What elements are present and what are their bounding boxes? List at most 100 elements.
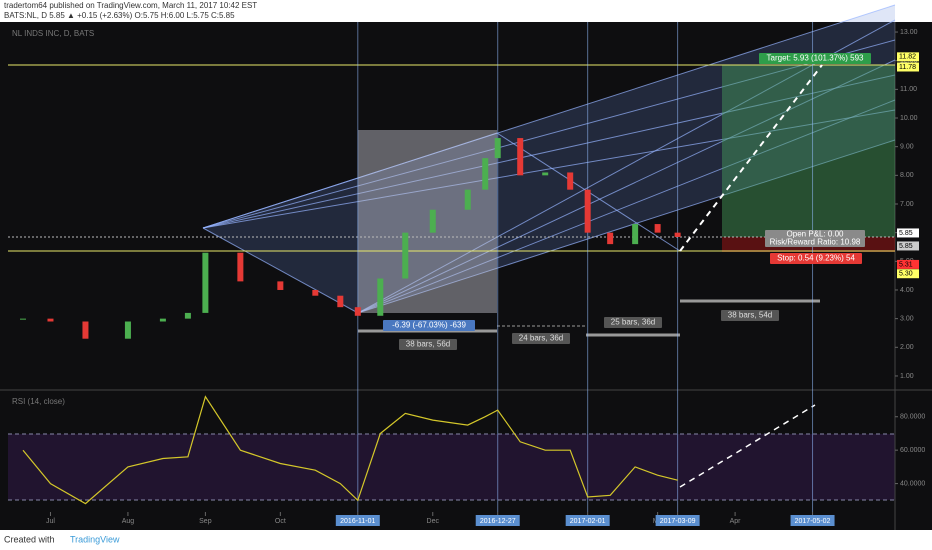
x-tick-label: Dec xyxy=(427,518,440,525)
y-tick-label: 7.00 xyxy=(900,201,914,208)
candle xyxy=(82,321,89,339)
x-tick-label: Apr xyxy=(730,518,742,525)
footer-created: Created with xyxy=(4,534,55,544)
price-label: 11.82 xyxy=(899,54,916,61)
chart-bg xyxy=(0,22,932,530)
y-tick-label: 10.00 xyxy=(900,115,918,122)
annotation: 38 bars, 54d xyxy=(728,311,772,320)
x-tick-highlight xyxy=(655,515,700,526)
footer-brand[interactable]: TradingView xyxy=(70,534,120,544)
candle xyxy=(402,232,409,279)
price-label: 5.85 xyxy=(899,230,913,237)
x-tick-label: 2017-03-09 xyxy=(660,518,696,525)
annotation-bg xyxy=(721,310,779,321)
x-tick-label: 2016-12-27 xyxy=(480,518,516,525)
candle xyxy=(632,224,639,245)
x-tick-label: Aug xyxy=(122,518,135,525)
annotation-bg xyxy=(604,317,662,328)
quote: BATS:NL, D 5.85 ▲ +0.15 (+2.63%) O:5.75 … xyxy=(4,11,235,20)
price-label-bg xyxy=(897,52,919,62)
price-label: 11.78 xyxy=(899,64,916,71)
y-tick-label: 4.00 xyxy=(900,287,914,294)
annotation-bg xyxy=(383,320,475,331)
y-tick-label: 8.00 xyxy=(900,172,914,179)
price-label-bg xyxy=(897,228,919,238)
candle xyxy=(517,138,524,176)
candle xyxy=(429,209,436,233)
annotation: Stop: 0.54 (9.23%) 54 xyxy=(777,254,855,263)
header-bar xyxy=(0,0,932,22)
candle xyxy=(47,318,54,322)
x-tick-label: 2016-11-01 xyxy=(340,518,375,525)
x-tick-label: 2017-02-01 xyxy=(570,518,606,525)
candle xyxy=(202,252,209,313)
candle xyxy=(277,281,284,290)
annotation-bg xyxy=(770,253,862,264)
candle xyxy=(584,189,591,233)
x-tick-label: Jul xyxy=(46,518,55,525)
candle xyxy=(377,278,384,316)
annotation: Target: 5.93 (101.37%) 593 xyxy=(767,54,865,63)
y-tick-label: 1.00 xyxy=(900,373,914,380)
candle xyxy=(464,189,471,210)
x-tick-highlight xyxy=(790,515,835,526)
pitchfork-fill xyxy=(203,5,895,313)
y-tick-label: 11.00 xyxy=(900,86,917,93)
candle xyxy=(337,295,344,308)
candle xyxy=(237,252,244,282)
annotation-bg xyxy=(759,53,871,64)
y-tick-label: 3.00 xyxy=(900,315,914,322)
annotation: Risk/Reward Ratio: 10.98 xyxy=(770,238,861,247)
candle xyxy=(654,224,661,233)
price-label-bg xyxy=(897,259,919,269)
annotation-bg xyxy=(765,230,865,239)
candle xyxy=(184,312,191,319)
annotation-bg xyxy=(765,238,865,247)
price-label: 5.85 xyxy=(899,243,913,250)
annotation: 24 bars, 36d xyxy=(519,334,563,343)
x-tick-label: Sep xyxy=(199,518,212,525)
candle xyxy=(482,158,489,190)
candle xyxy=(354,307,361,316)
candle xyxy=(542,172,549,176)
candle xyxy=(607,232,614,245)
annotation-bg xyxy=(399,339,457,350)
annotation: Open P&L: 0.00 xyxy=(787,230,844,239)
panel-title: NL INDS INC, D, BATS xyxy=(12,29,94,38)
price-label-bg xyxy=(897,269,919,279)
rsi-line xyxy=(22,395,678,505)
target-zone xyxy=(722,65,895,237)
annotation: 38 bars, 56d xyxy=(406,340,450,349)
candle xyxy=(124,321,131,339)
footer-bar xyxy=(0,530,932,550)
candle xyxy=(567,172,574,190)
x-tick-label: 2017-05-02 xyxy=(795,518,831,525)
rsi-band xyxy=(8,434,895,500)
y-tick-label: 13.00 xyxy=(900,29,918,36)
y-tick-label: 80.0000 xyxy=(900,414,925,421)
panel-title: RSI (14, close) xyxy=(12,397,65,406)
candle xyxy=(494,138,501,159)
y-tick-label: 2.00 xyxy=(900,344,914,351)
price-label: 5.30 xyxy=(899,271,913,278)
candle xyxy=(674,232,681,237)
x-tick-label: Oct xyxy=(275,518,286,525)
annotation: -6.39 (-67.03%) -639 xyxy=(392,321,466,330)
candle xyxy=(312,289,319,296)
publisher: tradertom64 published on TradingView.com… xyxy=(4,1,257,10)
candle xyxy=(19,318,26,320)
x-tick-highlight xyxy=(475,515,520,526)
candle xyxy=(159,318,166,322)
annotation: 25 bars, 36d xyxy=(611,318,655,327)
annotation-bg xyxy=(512,333,570,344)
y-tick-label: 60.0000 xyxy=(900,447,925,454)
price-label-bg xyxy=(897,62,919,72)
price-label: 5.31 xyxy=(899,261,913,268)
rsi-projection xyxy=(679,404,816,488)
x-tick-highlight xyxy=(335,515,380,526)
y-tick-label: 40.0000 xyxy=(900,480,925,487)
x-tick-highlight xyxy=(565,515,610,526)
y-tick-label: 9.00 xyxy=(900,144,914,151)
price-label-bg xyxy=(897,241,919,251)
